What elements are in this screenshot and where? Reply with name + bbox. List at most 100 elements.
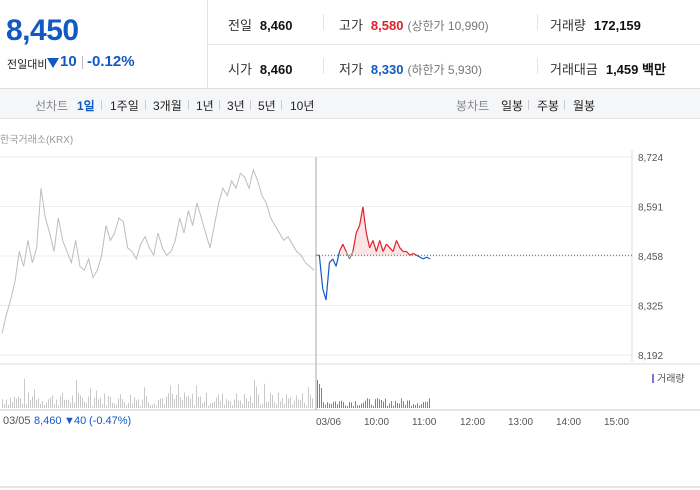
volume-bar xyxy=(375,399,376,408)
today-segment xyxy=(348,251,354,260)
volume-bar xyxy=(353,405,354,408)
volume-bar xyxy=(176,394,177,408)
volume-bar xyxy=(150,404,151,408)
current-price: 8,450 xyxy=(6,14,79,47)
volume-bar xyxy=(312,398,313,408)
period-1year-tab[interactable]: 1년 xyxy=(196,99,214,113)
open-cell: 시가 8,460 xyxy=(228,59,292,78)
volume-bar xyxy=(393,405,394,408)
volume-bar xyxy=(156,405,157,408)
volume-bar xyxy=(349,402,350,408)
y-axis-labels: 8,724 8,591 8,458 8,325 8,192 xyxy=(638,153,663,362)
line-chart-label: 선차트 xyxy=(35,99,69,113)
volume-bar xyxy=(230,401,231,408)
volume-bar xyxy=(282,398,283,408)
volume-bar xyxy=(134,397,135,408)
volume-bar xyxy=(272,394,273,408)
volume-bar xyxy=(148,402,149,408)
divider xyxy=(188,100,189,110)
volume-bar xyxy=(399,403,400,408)
volume-bar xyxy=(108,396,109,408)
volume-bar xyxy=(54,404,55,408)
today-segment xyxy=(338,243,344,252)
x-tick-label: 10:00 xyxy=(364,417,389,428)
volume-bar xyxy=(264,383,265,408)
divider xyxy=(281,100,282,110)
candle-weekly-tab[interactable]: 주봉 xyxy=(537,99,560,113)
volume-bar xyxy=(407,400,408,408)
volume-bar xyxy=(46,402,47,408)
today-segment xyxy=(399,247,404,252)
period-1week-tab[interactable]: 1주일 xyxy=(110,99,139,113)
candle-monthly-tab[interactable]: 월봉 xyxy=(573,99,596,113)
volume-bar xyxy=(14,396,15,408)
volume-bar xyxy=(383,401,384,408)
period-3year-tab[interactable]: 3년 xyxy=(227,99,245,113)
volume-bar xyxy=(325,404,326,408)
today-segment xyxy=(375,240,381,252)
volume-bar xyxy=(196,385,197,408)
volume-bar xyxy=(300,399,301,408)
candle-daily-tab[interactable]: 일봉 xyxy=(501,99,524,113)
open-label: 시가 xyxy=(228,62,252,77)
volume-bar xyxy=(319,384,320,408)
volume-bar xyxy=(369,399,370,408)
volume-bar xyxy=(154,403,155,408)
volume-bar xyxy=(371,404,372,408)
prev-change-arrow: ▼ xyxy=(64,415,75,427)
volume-bar xyxy=(276,404,277,408)
divider xyxy=(208,44,700,45)
volume-bar xyxy=(337,404,338,408)
volume-bar xyxy=(140,405,141,408)
volume-bar xyxy=(381,399,382,408)
volume-bar xyxy=(411,405,412,408)
volume-bar xyxy=(118,398,119,408)
today-segment xyxy=(328,258,334,264)
volume-bar xyxy=(210,403,211,408)
chart-toolbar: 선차트 1일 1주일 3개월 1년 3년 5년 10년 봉차트 일봉 주봉 월봉 xyxy=(0,89,700,119)
period-1day-tab[interactable]: 1일 xyxy=(77,99,95,113)
volume-bar xyxy=(208,405,209,408)
volume-bar xyxy=(212,402,213,408)
volume-bar xyxy=(409,400,410,408)
period-3month-tab[interactable]: 3개월 xyxy=(153,99,182,113)
volume-bar xyxy=(174,399,175,408)
volume-bar xyxy=(132,403,133,408)
today-segment xyxy=(392,240,398,252)
volume-bar xyxy=(64,399,65,408)
volume-bar xyxy=(401,398,402,408)
volume-bar xyxy=(240,400,241,408)
divider xyxy=(537,58,538,74)
volume-legend-icon xyxy=(652,374,654,383)
volume-bar xyxy=(298,399,299,408)
volume-bar xyxy=(100,397,101,408)
volume-bar xyxy=(423,402,424,408)
volume-bar xyxy=(126,405,127,408)
upper-limit: (상한가 10,990) xyxy=(407,19,489,33)
volume-bar xyxy=(190,398,191,408)
volume-bar xyxy=(66,399,67,408)
low-label: 저가 xyxy=(339,62,363,77)
period-10year-tab[interactable]: 10년 xyxy=(290,99,315,113)
volume-bar xyxy=(429,398,430,408)
volume-bar xyxy=(34,389,35,408)
volume-bar xyxy=(166,396,167,408)
volume-bar xyxy=(341,400,342,408)
x-tick-label: 15:00 xyxy=(604,417,629,428)
volume-bar xyxy=(260,404,261,408)
volume-bar xyxy=(92,405,93,408)
volume-bar xyxy=(68,399,69,408)
period-5year-tab[interactable]: 5년 xyxy=(258,99,276,113)
volume-bar xyxy=(270,393,271,408)
candle-chart-label: 봉차트 xyxy=(456,99,490,113)
low-value: 8,330 xyxy=(370,62,404,77)
volume-bar xyxy=(74,402,75,408)
volume-bar xyxy=(70,402,71,408)
divider xyxy=(528,100,529,110)
volume-bar xyxy=(184,392,185,408)
volume-bar xyxy=(290,397,291,408)
today-segment xyxy=(365,232,371,248)
chart-source: 한국거래소(KRX) xyxy=(0,135,74,146)
today-segment xyxy=(385,243,391,249)
today-line xyxy=(316,206,431,301)
